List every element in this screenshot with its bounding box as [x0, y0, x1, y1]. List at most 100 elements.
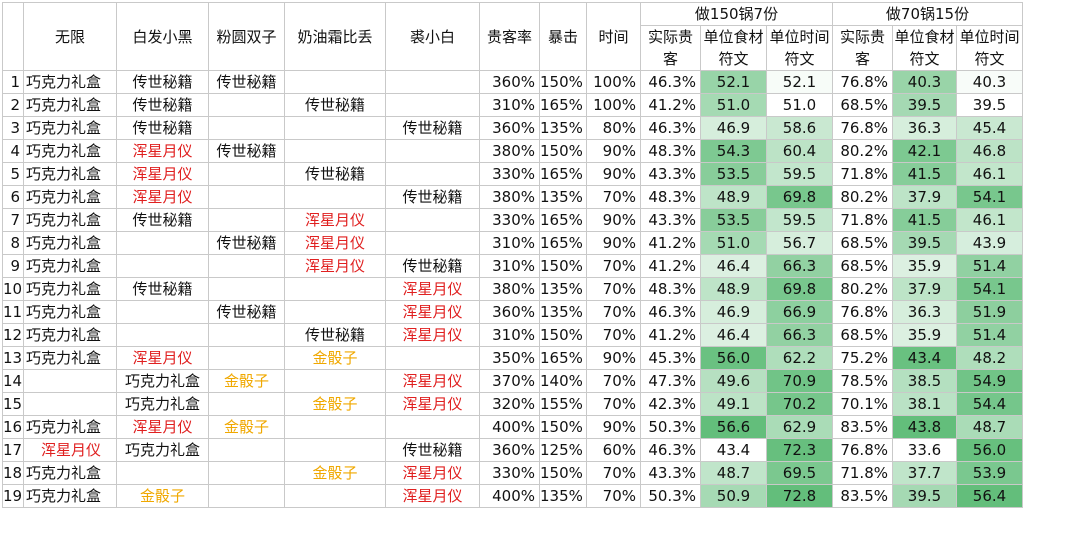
value-cell: 35.9: [893, 324, 957, 347]
value-cell: 50.3%: [641, 416, 701, 439]
item-cell: 浑星月仪: [386, 393, 480, 416]
value-cell: 48.3%: [641, 278, 701, 301]
row-index: 1: [3, 71, 24, 94]
item-cell: [209, 347, 285, 370]
time-cell: 60%: [587, 439, 641, 462]
value-cell: 51.0: [701, 232, 767, 255]
value-cell: 42.1: [893, 140, 957, 163]
item-cell: [209, 439, 285, 462]
value-cell: 43.4: [893, 347, 957, 370]
value-cell: 70.1%: [833, 393, 893, 416]
row-index: 15: [3, 393, 24, 416]
row-index: 16: [3, 416, 24, 439]
value-cell: 54.4: [957, 393, 1023, 416]
value-cell: 48.9: [701, 186, 767, 209]
item-cell: [117, 301, 209, 324]
value-cell: 53.9: [957, 462, 1023, 485]
item-cell: 浑星月仪: [285, 255, 386, 278]
col-header-crit: 暴击: [540, 3, 587, 71]
item-cell: 巧克力礼盒: [24, 186, 117, 209]
col-header-rate: 贵客率: [480, 3, 540, 71]
crit-cell: 150%: [540, 416, 587, 439]
item-cell: 传世秘籍: [285, 94, 386, 117]
item-cell: [285, 485, 386, 508]
value-cell: 40.3: [957, 71, 1023, 94]
crit-cell: 150%: [540, 140, 587, 163]
sub-header-ingredient-150: 单位食材符文: [701, 26, 767, 71]
item-cell: 巧克力礼盒: [24, 324, 117, 347]
row-index: 17: [3, 439, 24, 462]
value-cell: 80.2%: [833, 140, 893, 163]
item-cell: 传世秘籍: [209, 140, 285, 163]
crit-cell: 165%: [540, 232, 587, 255]
value-cell: 36.3: [893, 301, 957, 324]
guest-rate-cell: 350%: [480, 347, 540, 370]
item-cell: [209, 163, 285, 186]
item-cell: [209, 117, 285, 140]
col-header-time: 时间: [587, 3, 641, 71]
item-cell: 传世秘籍: [285, 163, 386, 186]
time-cell: 90%: [587, 163, 641, 186]
item-cell: [285, 278, 386, 301]
value-cell: 58.6: [767, 117, 833, 140]
value-cell: 53.5: [701, 163, 767, 186]
item-cell: 巧克力礼盒: [24, 232, 117, 255]
item-cell: 传世秘籍: [117, 94, 209, 117]
item-cell: [285, 71, 386, 94]
item-cell: 传世秘籍: [209, 71, 285, 94]
item-cell: 浑星月仪: [386, 370, 480, 393]
item-cell: [386, 232, 480, 255]
value-cell: 62.2: [767, 347, 833, 370]
item-cell: 浑星月仪: [386, 324, 480, 347]
value-cell: 52.1: [767, 71, 833, 94]
value-cell: 59.5: [767, 209, 833, 232]
guest-rate-cell: 360%: [480, 71, 540, 94]
value-cell: 46.3%: [641, 439, 701, 462]
value-cell: 46.4: [701, 255, 767, 278]
item-cell: [386, 140, 480, 163]
item-cell: [117, 232, 209, 255]
row-index: 4: [3, 140, 24, 163]
value-cell: 41.2%: [641, 232, 701, 255]
value-cell: 69.8: [767, 186, 833, 209]
value-cell: 76.8%: [833, 117, 893, 140]
row-index: 9: [3, 255, 24, 278]
time-cell: 70%: [587, 485, 641, 508]
value-cell: 46.9: [701, 117, 767, 140]
value-cell: 80.2%: [833, 186, 893, 209]
crit-cell: 165%: [540, 209, 587, 232]
value-cell: 46.1: [957, 163, 1023, 186]
value-cell: 83.5%: [833, 485, 893, 508]
item-cell: [386, 347, 480, 370]
value-cell: 43.9: [957, 232, 1023, 255]
guest-rate-cell: 370%: [480, 370, 540, 393]
value-cell: 43.3%: [641, 462, 701, 485]
value-cell: 66.3: [767, 324, 833, 347]
time-cell: 70%: [587, 186, 641, 209]
guest-rate-cell: 380%: [480, 140, 540, 163]
item-cell: [285, 117, 386, 140]
item-cell: [117, 255, 209, 278]
row-index: 19: [3, 485, 24, 508]
row-index: 13: [3, 347, 24, 370]
value-cell: 70.2: [767, 393, 833, 416]
value-cell: 46.3%: [641, 71, 701, 94]
time-cell: 70%: [587, 370, 641, 393]
crit-cell: 135%: [540, 278, 587, 301]
time-cell: 70%: [587, 462, 641, 485]
value-cell: 37.7: [893, 462, 957, 485]
value-cell: 43.4: [701, 439, 767, 462]
value-cell: 62.9: [767, 416, 833, 439]
time-cell: 70%: [587, 301, 641, 324]
guest-rate-cell: 310%: [480, 232, 540, 255]
value-cell: 71.8%: [833, 163, 893, 186]
value-cell: 70.9: [767, 370, 833, 393]
value-cell: 41.2%: [641, 324, 701, 347]
item-cell: [209, 209, 285, 232]
